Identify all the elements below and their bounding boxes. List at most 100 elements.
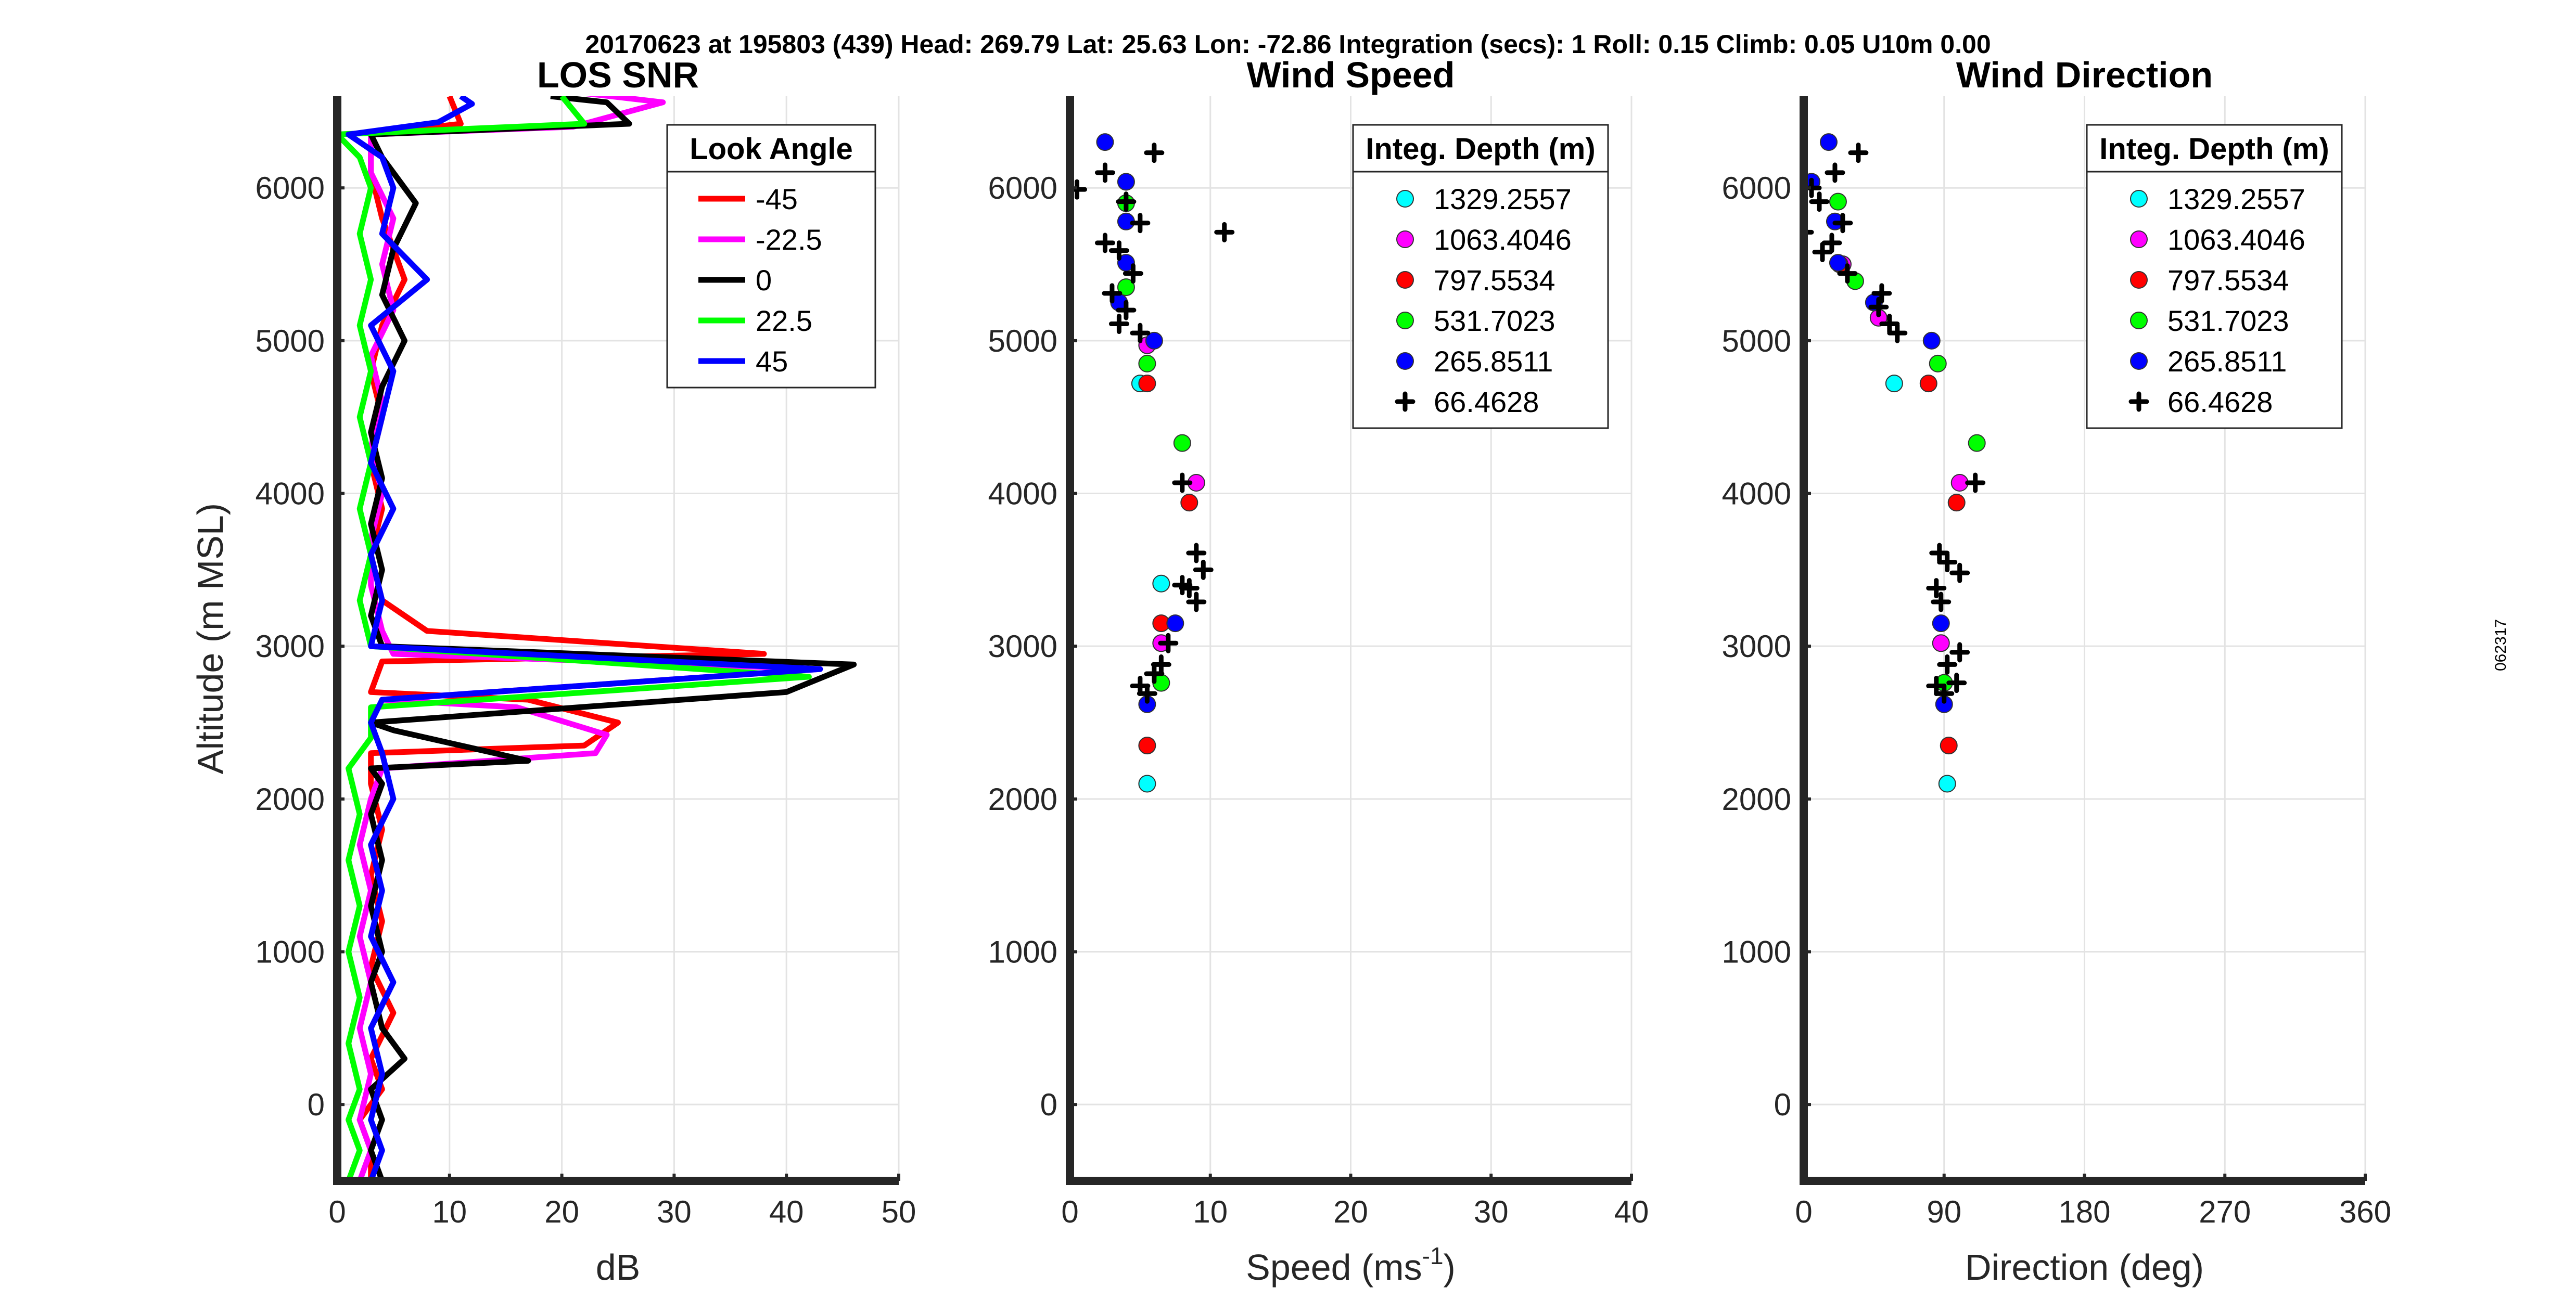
chart-title: Wind Speed (1247, 55, 1455, 95)
legend-entry-label: 531.7023 (2167, 304, 2289, 337)
data-point-plus (1937, 552, 1958, 573)
legend-box (2086, 124, 2343, 429)
data-point (1938, 775, 1956, 793)
data-point-plus (1887, 323, 1908, 343)
data-point-plus (1116, 300, 1137, 320)
data-point-plus (1926, 676, 1947, 697)
x-tick-label: 90 (1927, 1194, 1961, 1229)
panel-wind-direction: 0 90 180 270 360 0 1000 2000 3000 4000 5000 6000 Win… (1722, 55, 2392, 1288)
data-point-plus (1812, 242, 1833, 263)
x-axis-label: Direction (deg) (1965, 1247, 2204, 1288)
data-point-plus (1946, 673, 1967, 693)
data-point (1922, 331, 1941, 350)
data-point-plus (1926, 578, 1947, 599)
legend-swatch (2128, 391, 2149, 412)
data-point-plus (1965, 472, 1986, 493)
data-point-plus (1102, 283, 1123, 304)
legend-entry-label: 797.5534 (1434, 264, 1555, 297)
data-point (1152, 574, 1170, 593)
legend-entry-label: 1329.2557 (1434, 183, 1572, 215)
legend-swatch (2130, 190, 2148, 208)
data-point-plus (1186, 591, 1207, 612)
legend-title: Integ. Depth (m) (2099, 132, 2329, 166)
legend-entry-label: 531.7023 (1434, 304, 1555, 337)
legend-entry-label: 1329.2557 (2167, 183, 2305, 215)
data-point-plus (1837, 263, 1858, 284)
y-tick-label: 5000 (988, 324, 1057, 358)
y-tick-label: 4000 (988, 477, 1057, 511)
data-point-plus (1137, 683, 1157, 704)
y-tick-label: 3000 (256, 629, 325, 664)
y-axis-label: Altitude (m MSL) (190, 503, 231, 774)
data-point (1173, 434, 1191, 452)
data-point (1968, 434, 1986, 452)
y-tick-label: 0 (308, 1087, 325, 1122)
data-point-plus (1158, 633, 1179, 653)
data-point (1166, 614, 1184, 633)
data-point (1932, 634, 1950, 652)
x-tick-label: 180 (2058, 1194, 2110, 1229)
legend-swatch (1396, 271, 1414, 289)
header-text: 20170623 at 195803 (439) Head: 269.79 La… (585, 30, 1991, 59)
y-tick-label: 2000 (1722, 782, 1791, 817)
legend-swatch (2130, 312, 2148, 329)
y-tick-label: 6000 (1722, 171, 1791, 205)
data-point (1096, 133, 1114, 151)
legend-entry-label: 66.4628 (2167, 385, 2273, 418)
data-point (1117, 173, 1135, 191)
data-point (1117, 278, 1135, 297)
y-tick-label: 1000 (1722, 935, 1791, 970)
legend-box (666, 124, 876, 389)
x-tick-label: 270 (2199, 1194, 2251, 1229)
y-tick-label: 5000 (1722, 324, 1791, 358)
data-point-plus (1848, 143, 1869, 163)
x-tick-label: 20 (1333, 1194, 1368, 1229)
data-point (1829, 254, 1847, 272)
data-point-plus (1186, 543, 1207, 563)
legend-swatch (1395, 391, 1415, 412)
data-point (1145, 331, 1163, 350)
y-tick-label: 2000 (988, 782, 1057, 817)
legend-box (1352, 124, 1609, 429)
legend-entry-label: 45 (756, 345, 788, 378)
data-point (1819, 133, 1838, 151)
data-point (1138, 354, 1156, 372)
x-axis-label-suffix: ) (1444, 1247, 1456, 1288)
x-tick-label: 10 (1193, 1194, 1228, 1229)
panel-wind-speed: 0 10 20 30 40 0 1000 2000 3000 4000 5000 6000 Wind S… (988, 55, 1649, 1288)
data-point-plus (1832, 213, 1853, 234)
y-tick-label: 6000 (988, 171, 1057, 205)
data-point-plus (1094, 233, 1115, 253)
chart-title: LOS SNR (537, 55, 699, 95)
x-tick-label: 40 (1614, 1194, 1649, 1229)
data-point-plus (1108, 314, 1129, 335)
legend-entry-label: 797.5534 (2167, 264, 2289, 297)
data-point-plus (1172, 472, 1193, 493)
data-point-plus (1879, 314, 1900, 335)
legend-title: Integ. Depth (m) (1366, 132, 1595, 166)
data-point-plus (1123, 263, 1143, 284)
chart-title: Wind Direction (1956, 55, 2213, 95)
data-point (1885, 375, 1903, 393)
x-tick-label: 30 (1474, 1194, 1509, 1229)
data-point-plus (1809, 191, 1830, 212)
legend-swatch (1396, 352, 1414, 370)
x-tick-label: 0 (1795, 1194, 1812, 1229)
legend-swatch (1396, 230, 1414, 248)
y-tick-label: 0 (1040, 1087, 1057, 1122)
data-point-plus (1934, 683, 1955, 704)
data-point-plus (1804, 222, 1814, 242)
legend-title: Look Angle (690, 132, 853, 166)
y-tick-label: 1000 (988, 935, 1057, 970)
data-point (1929, 354, 1947, 372)
y-tick-label: 3000 (988, 629, 1057, 664)
panel-los-snr: 0 10 20 30 40 50 0 1000 2000 3000 4000 5000 6000 LOS … (190, 55, 916, 1288)
data-point (1947, 494, 1966, 512)
data-point-plus (1193, 559, 1214, 580)
legend: Look Angle -45 -22.5 0 22.5 45 (666, 124, 876, 389)
data-point (1940, 737, 1958, 755)
legend-swatch (1396, 312, 1414, 329)
series-line-2 (368, 96, 857, 1181)
data-point-plus (1949, 562, 1970, 583)
